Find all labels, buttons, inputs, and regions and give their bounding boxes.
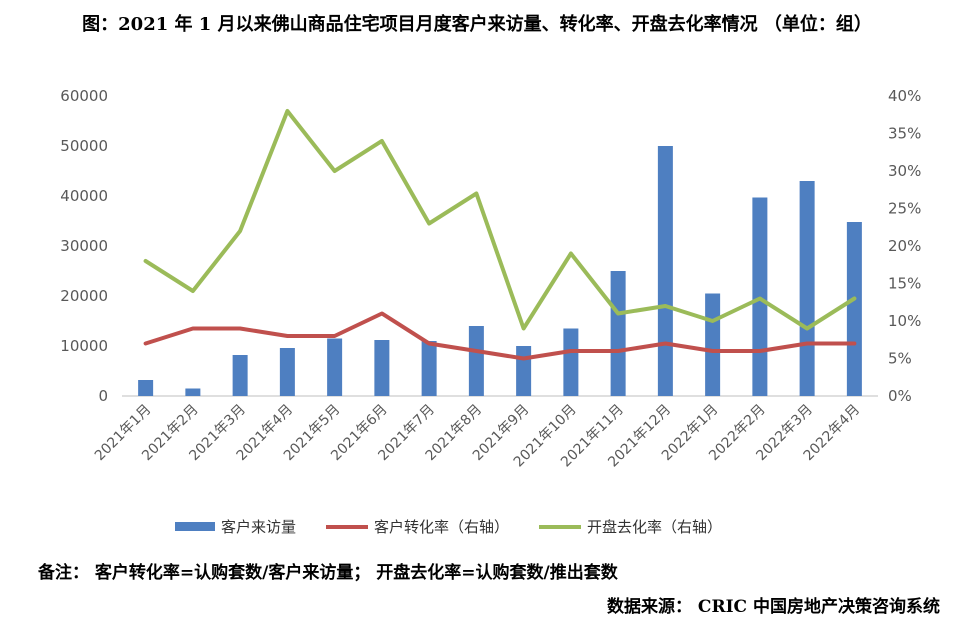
bar-visits xyxy=(232,355,248,396)
legend-label-visits: 客户来访量 xyxy=(221,518,297,536)
y-left-tick-label: 0 xyxy=(98,387,108,405)
bar-visits xyxy=(610,271,626,396)
bar-visits xyxy=(279,348,295,396)
y-right-tick-label: 0% xyxy=(888,387,912,405)
y-right-tick-label: 25% xyxy=(888,200,921,218)
bar-visits xyxy=(657,146,673,396)
y-right-tick-label: 5% xyxy=(888,350,912,368)
legend-swatch-visits xyxy=(175,522,215,531)
line-conversion xyxy=(143,311,857,361)
bar-visits xyxy=(421,341,437,396)
y-right-tick-label: 10% xyxy=(888,312,921,330)
legend-item-visits: 客户来访量 xyxy=(175,516,296,537)
y-left-tick-label: 10000 xyxy=(60,337,108,355)
y-left-tick-label: 60000 xyxy=(60,87,108,105)
y-left-tick-label: 40000 xyxy=(60,187,108,205)
legend-label-clearance: 开盘去化率（右轴） xyxy=(587,518,723,536)
legend-swatch-conversion xyxy=(326,524,369,529)
y-left-tick-label: 50000 xyxy=(60,137,108,155)
line-clearance xyxy=(143,109,857,331)
legend-item-clearance: 开盘去化率（右轴） xyxy=(539,516,722,537)
bar-visits xyxy=(374,340,390,396)
legend-label-conversion: 客户转化率（右轴） xyxy=(374,518,510,536)
bar-visits xyxy=(705,293,721,396)
legend: 客户来访量 客户转化率（右轴） 开盘去化率（右轴） xyxy=(175,516,752,537)
y-right-tick-label: 15% xyxy=(888,275,921,293)
y-right-tick-label: 20% xyxy=(888,237,921,255)
bar-visits xyxy=(185,388,201,396)
combo-chart: 0 10000 20000 30000 40000 50000 60000 0% 5% 10% 15… xyxy=(60,87,921,470)
bar-visits xyxy=(846,222,862,396)
legend-swatch-clearance xyxy=(539,524,582,529)
data-source: 数据来源： CRIC 中国房地产决策咨询系统 xyxy=(607,597,940,617)
bar-visits xyxy=(138,380,154,396)
y-right-tick-label: 35% xyxy=(888,125,921,143)
y-right-tick-label: 30% xyxy=(888,162,921,180)
bar-visits xyxy=(516,346,532,396)
y-left-tick-label: 30000 xyxy=(60,237,108,255)
chart-title: 图：2021 年 1 月以来佛山商品住宅项目月度客户来访量、转化率、开盘去化率情… xyxy=(82,14,872,35)
bar-visits xyxy=(799,181,815,396)
y-right-tick-label: 40% xyxy=(888,87,921,105)
bar-visits xyxy=(563,328,579,396)
bar-visits xyxy=(327,338,343,396)
bar-visits xyxy=(468,326,484,396)
footnote: 备注： 客户转化率=认购套数/客户来访量； 开盘去化率=认购套数/推出套数 xyxy=(38,563,618,583)
y-left-tick-label: 20000 xyxy=(60,287,108,305)
legend-item-conversion: 客户转化率（右轴） xyxy=(326,516,509,537)
